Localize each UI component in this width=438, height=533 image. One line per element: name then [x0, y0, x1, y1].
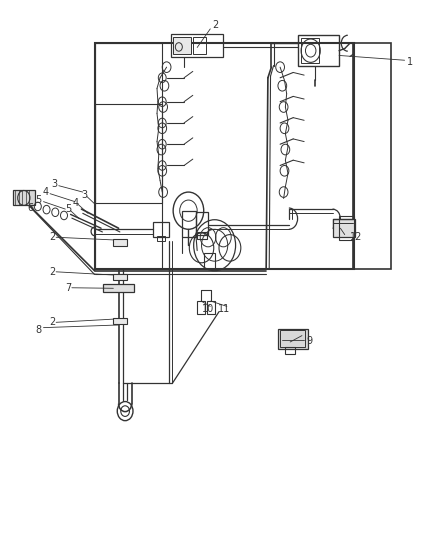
Text: 3: 3	[51, 179, 57, 189]
Bar	[95, 43, 354, 269]
Text: 12: 12	[350, 232, 362, 243]
Bar	[285, 348, 294, 354]
Bar	[280, 330, 305, 348]
Bar	[173, 37, 191, 54]
Bar	[278, 329, 307, 349]
Text: 3: 3	[81, 190, 88, 200]
Text: 7: 7	[65, 283, 71, 293]
Bar	[95, 104, 162, 203]
Bar	[113, 318, 127, 324]
Text: 6: 6	[27, 203, 33, 213]
Text: 4: 4	[42, 187, 48, 197]
Bar	[113, 239, 127, 246]
Text: 2: 2	[49, 232, 56, 243]
Text: 5: 5	[65, 204, 71, 214]
Bar	[301, 38, 318, 63]
Bar	[353, 43, 391, 269]
Text: 4: 4	[73, 198, 79, 208]
Text: 8: 8	[35, 325, 42, 335]
Text: 2: 2	[49, 267, 56, 277]
Bar	[197, 301, 205, 314]
Text: 2: 2	[49, 317, 56, 327]
Bar	[197, 232, 207, 239]
Text: 9: 9	[306, 336, 312, 346]
Bar	[13, 190, 35, 205]
Bar	[332, 219, 355, 237]
Text: 5: 5	[35, 195, 42, 205]
Bar	[157, 236, 165, 241]
Bar	[196, 212, 208, 235]
Bar	[103, 284, 134, 292]
Bar	[113, 274, 127, 280]
Bar	[152, 222, 169, 237]
Bar	[207, 301, 215, 314]
Text: 1: 1	[407, 57, 413, 67]
Bar	[204, 253, 215, 269]
Bar	[171, 34, 223, 56]
Bar	[95, 43, 162, 269]
Text: 11: 11	[218, 304, 230, 314]
Bar	[193, 37, 206, 54]
Bar	[339, 216, 354, 240]
Bar	[297, 35, 339, 66]
Text: 10: 10	[201, 304, 214, 314]
Bar	[182, 211, 196, 237]
Text: 2: 2	[212, 20, 219, 30]
